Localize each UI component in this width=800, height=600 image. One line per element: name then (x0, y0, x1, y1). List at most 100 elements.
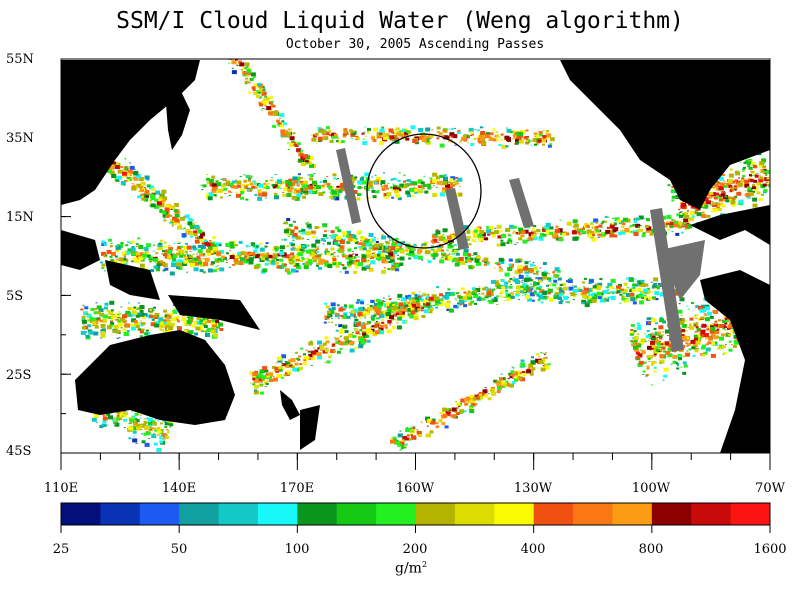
cloud-cell (262, 192, 267, 197)
cloud-cell (103, 306, 108, 310)
cloud-cell (257, 373, 263, 378)
cloud-cell (325, 131, 330, 135)
cloud-cell (396, 185, 400, 188)
cloud-cell (444, 135, 450, 140)
cloud-cell (100, 313, 105, 316)
cloud-cell (284, 268, 290, 273)
cloud-cell (341, 190, 344, 192)
cloud-cell (180, 216, 186, 221)
cloud-cell (262, 384, 265, 386)
cloud-cell (476, 129, 480, 132)
cloud-cell (584, 223, 588, 225)
cloud-cell (149, 308, 153, 311)
cloud-cell (484, 230, 487, 232)
cloud-cell (381, 256, 384, 258)
cloud-cell (761, 193, 764, 196)
cloud-cell (735, 171, 741, 176)
cloud-cell (366, 321, 371, 324)
cloud-cell (331, 322, 333, 323)
cloud-cell (635, 343, 639, 346)
cloud-cell (533, 132, 538, 136)
cloud-cell (517, 376, 521, 379)
cloud-cell (333, 252, 336, 254)
cloud-cell (223, 183, 226, 185)
cloud-cell (324, 177, 327, 179)
cloud-cell (244, 255, 248, 258)
cloud-cell (332, 343, 336, 346)
cloud-cell (215, 189, 221, 194)
cloud-cell (127, 241, 130, 244)
cloud-cell (664, 341, 670, 346)
cloud-cell (762, 183, 767, 187)
cloud-cell (302, 187, 308, 191)
cloud-cell (294, 188, 296, 190)
cloud-cell (509, 376, 513, 379)
cloud-cell (117, 319, 122, 323)
cloud-cell (254, 186, 258, 189)
cloud-cell (686, 350, 689, 352)
cloud-cell (399, 449, 402, 451)
cloud-cell (635, 342, 638, 344)
cloud-cell (396, 187, 402, 192)
cloud-cell (496, 390, 501, 394)
cloud-cell (724, 195, 728, 198)
cloud-cell (725, 320, 729, 323)
cloud-cell (581, 299, 587, 304)
cloud-cell (600, 226, 603, 228)
cloud-cell (139, 263, 145, 268)
cloud-cell (462, 299, 467, 303)
cloud-cell (629, 230, 633, 233)
cloud-cell (412, 306, 415, 308)
cloud-cell (110, 320, 113, 323)
cloud-cell (194, 247, 198, 250)
cloud-cell (632, 301, 637, 305)
cloud-cell (308, 249, 314, 254)
cloud-cell (596, 291, 602, 296)
cloud-cell (697, 334, 702, 338)
cloud-cell (387, 268, 391, 271)
cloud-cell (266, 259, 270, 262)
cloud-cell (711, 201, 714, 203)
cloud-cell (133, 171, 139, 176)
cloud-cell (177, 240, 180, 242)
cloud-cell (281, 367, 285, 370)
cloud-cell (520, 362, 526, 367)
cloud-cell (296, 265, 300, 268)
cloud-cell (531, 285, 535, 288)
cloud-cell (601, 232, 604, 234)
cloud-cell (527, 288, 533, 293)
cloud-cell (500, 133, 504, 136)
cloud-cell (270, 179, 274, 182)
cloud-cell (721, 345, 726, 349)
cloud-cell (272, 264, 275, 266)
cloud-cell (138, 245, 144, 249)
cloud-cell (235, 179, 238, 181)
cloud-cell (160, 193, 164, 196)
cloud-cell (144, 198, 149, 202)
cloud-cell (135, 243, 139, 246)
cloud-cell (368, 243, 373, 247)
cloud-cell (377, 259, 381, 262)
cloud-cell (246, 246, 249, 248)
cloud-cell (93, 317, 98, 321)
cloud-cell (109, 255, 113, 258)
cloud-cell (252, 376, 257, 380)
cloud-cell (389, 186, 393, 189)
cloud-cell (529, 369, 534, 373)
cloud-cell (172, 258, 177, 262)
cloud-cell (163, 321, 167, 324)
cloud-cell (754, 174, 759, 178)
cloud-cell (372, 305, 378, 310)
cloud-cell (277, 179, 282, 184)
cloud-cell (281, 120, 285, 123)
cloud-cell (542, 135, 547, 139)
cloud-cell (661, 346, 666, 350)
cloud-cell (573, 228, 577, 231)
cloud-cell (252, 89, 256, 92)
cloud-cell (523, 282, 527, 285)
cloud-cell (612, 287, 615, 289)
cloud-cell (581, 229, 584, 231)
cloud-cell (605, 286, 608, 288)
cloud-cell (573, 295, 577, 298)
cloud-cell (338, 141, 342, 144)
